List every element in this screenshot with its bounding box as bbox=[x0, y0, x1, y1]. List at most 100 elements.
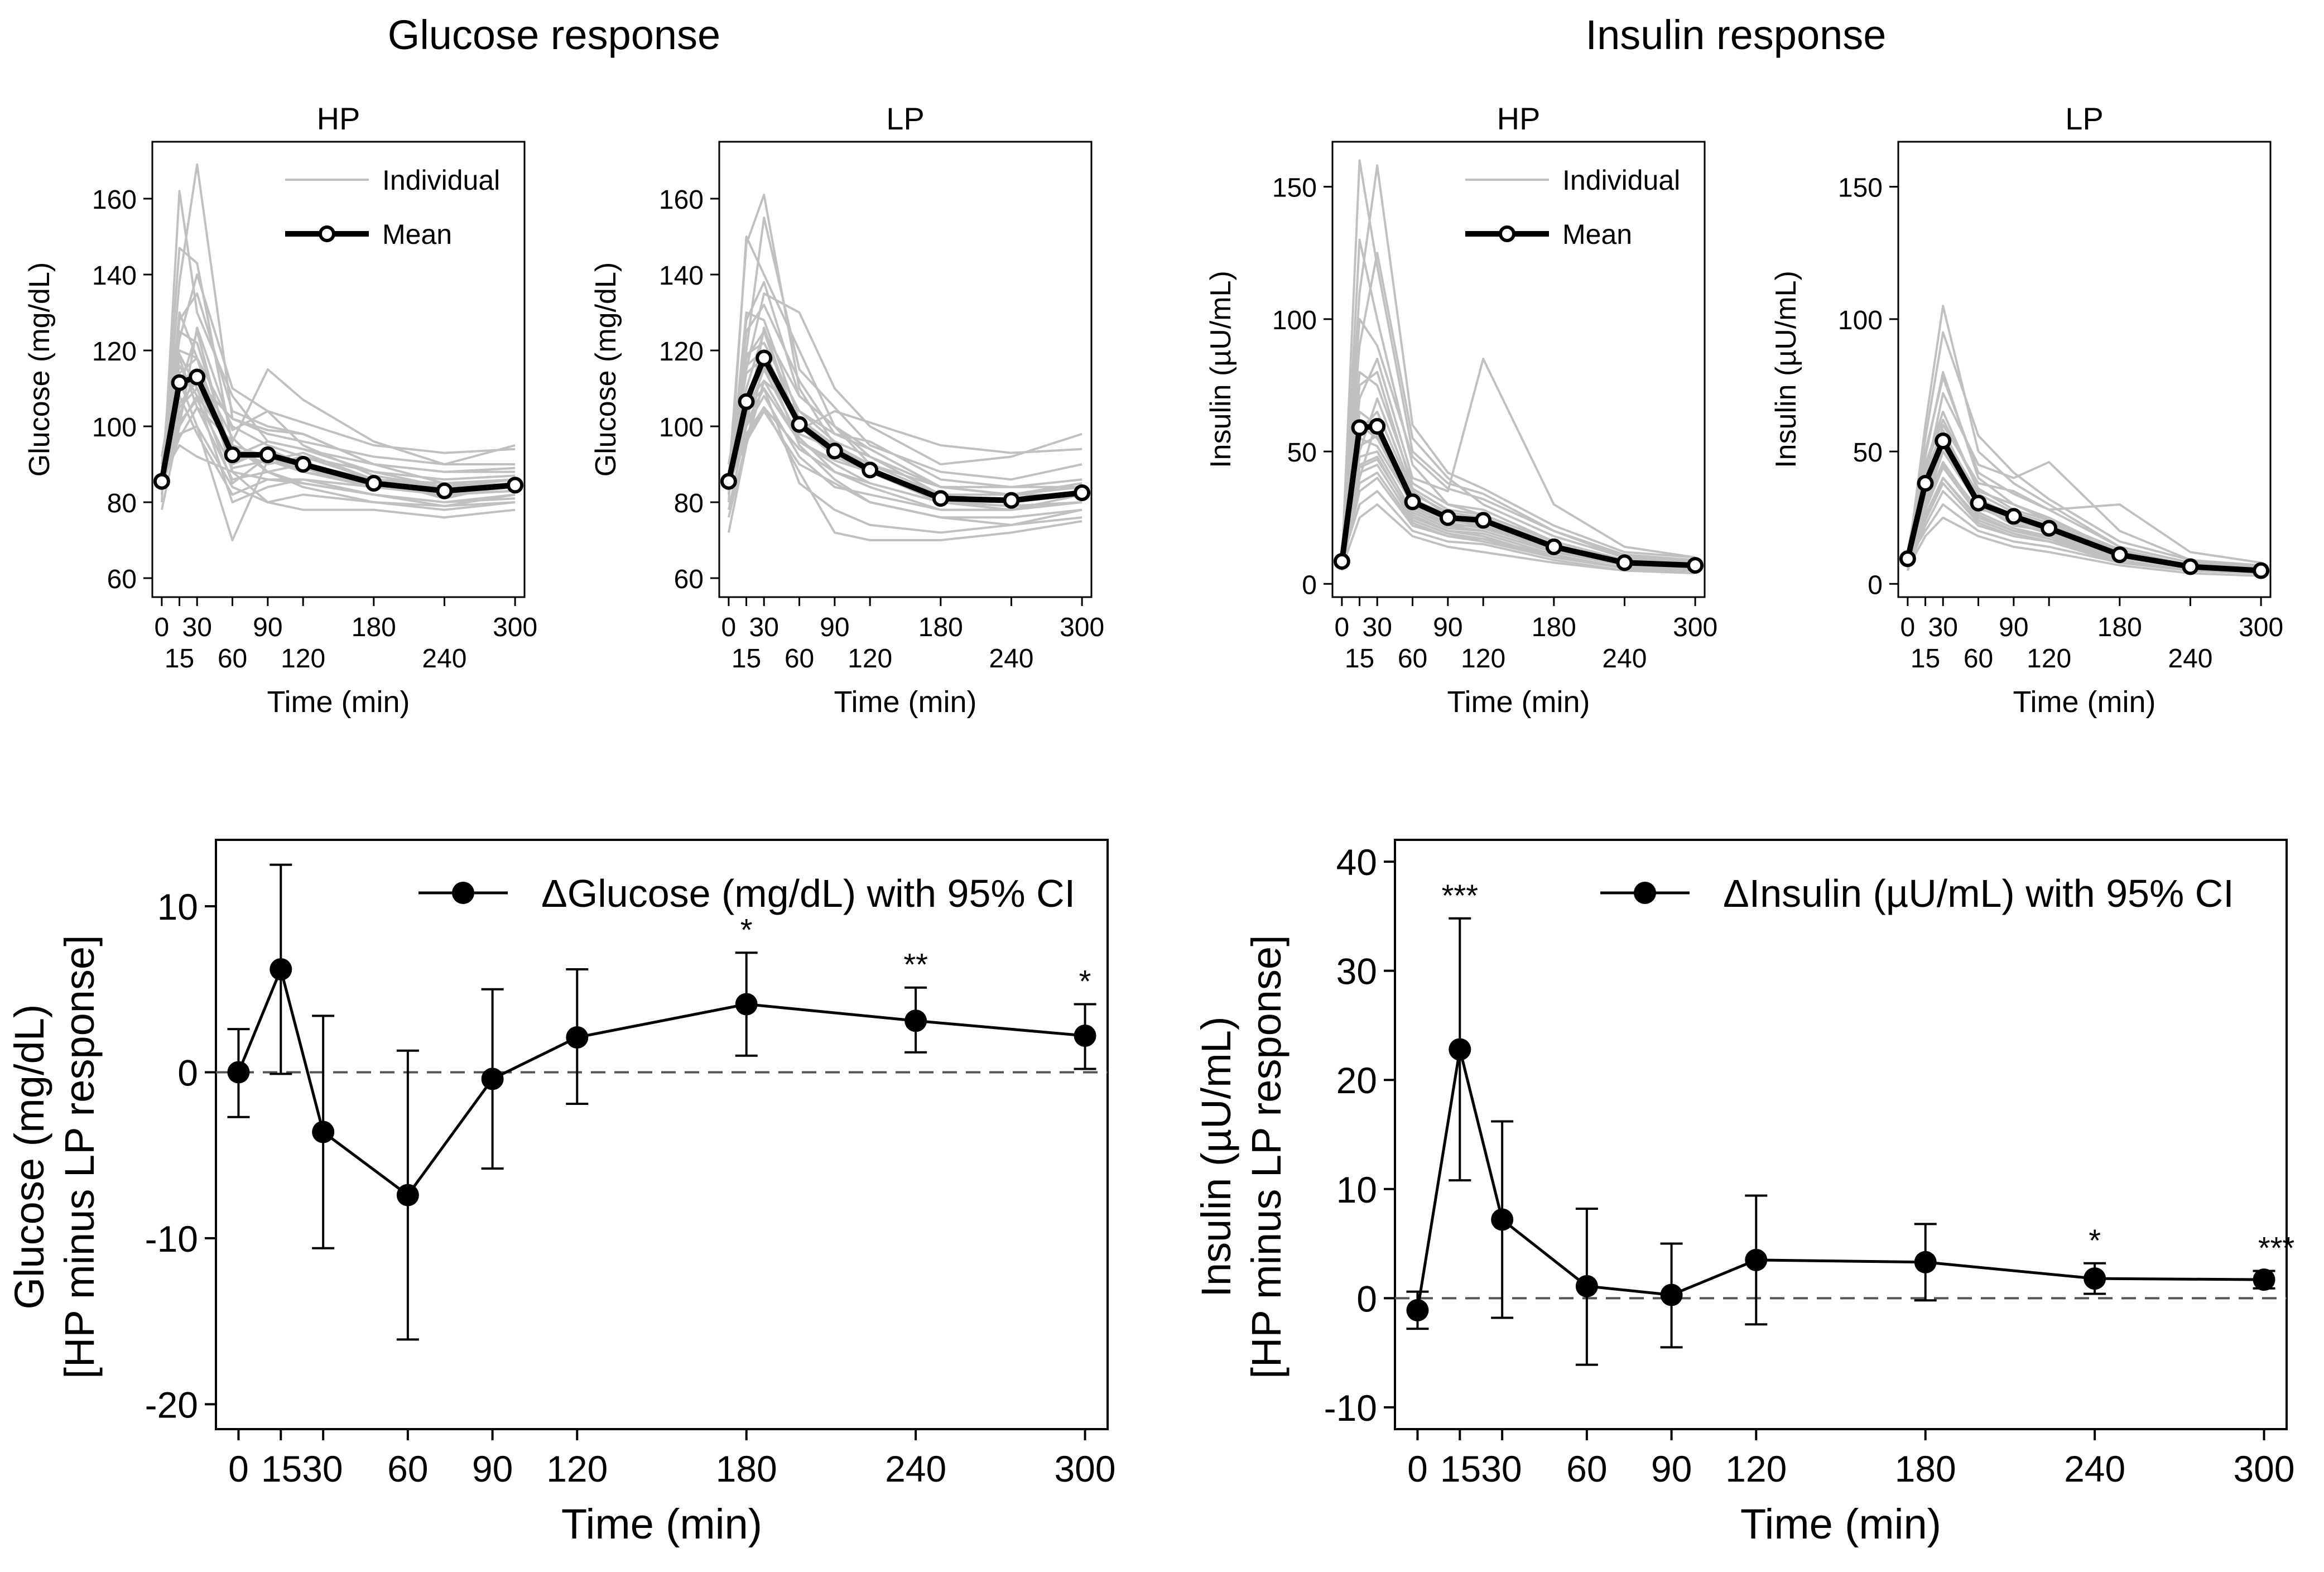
difference-point bbox=[2253, 1268, 2275, 1291]
individual-line bbox=[1340, 318, 1696, 561]
individual-line bbox=[1340, 252, 1696, 561]
mean-point bbox=[1899, 550, 1916, 568]
x-tick-label: 240 bbox=[1602, 644, 1647, 674]
y-axis-label: Insulin (µU/mL) bbox=[1205, 271, 1237, 468]
individual-line bbox=[1906, 376, 2262, 569]
x-tick-label: 15 bbox=[1345, 644, 1374, 674]
y-tick-label: 0 bbox=[1302, 570, 1317, 600]
y-axis-label-sub: [HP minus LP response] bbox=[1243, 935, 1289, 1378]
legend-label: ΔGlucose (mg/dL) with 95% CI bbox=[541, 872, 1075, 915]
y-tick-label: 30 bbox=[1336, 951, 1377, 992]
difference-point bbox=[227, 1061, 250, 1084]
x-tick-label: 90 bbox=[253, 613, 282, 642]
legend-mean-marker bbox=[1499, 225, 1515, 242]
individual-line bbox=[727, 217, 1082, 488]
y-axis-label: Glucose (mg/dL) bbox=[590, 262, 622, 477]
x-tick-label: 240 bbox=[885, 1448, 946, 1489]
x-tick-label: 60 bbox=[1398, 644, 1427, 674]
x-tick-label: 300 bbox=[493, 613, 537, 642]
difference-point bbox=[735, 993, 758, 1016]
x-tick-label: 0 bbox=[155, 613, 170, 642]
individual-line bbox=[1907, 516, 2262, 578]
panel-title: HP bbox=[1497, 101, 1541, 136]
x-tick-label: 90 bbox=[472, 1448, 513, 1489]
individual-line bbox=[160, 379, 516, 488]
y-tick-label: 0 bbox=[1868, 570, 1883, 600]
difference-point bbox=[1745, 1248, 1768, 1271]
legend-mean-label: Mean bbox=[382, 219, 452, 250]
x-tick-label: 60 bbox=[1964, 644, 1993, 674]
x-tick-label: 180 bbox=[1895, 1448, 1956, 1489]
individual-line bbox=[1906, 466, 2262, 575]
difference-point bbox=[566, 1026, 589, 1049]
difference-point bbox=[312, 1121, 335, 1143]
plot-frame bbox=[151, 141, 526, 598]
x-tick-label: 300 bbox=[1673, 613, 1717, 642]
glucose-section-title: Glucose response bbox=[388, 12, 720, 58]
y-tick-label: 140 bbox=[92, 261, 137, 291]
x-tick-label: 180 bbox=[716, 1448, 777, 1489]
mean-point bbox=[720, 473, 737, 490]
y-tick-label: 140 bbox=[659, 261, 704, 291]
difference-point bbox=[1914, 1251, 1937, 1273]
y-axis-label: Glucose (mg/dL) bbox=[6, 1004, 52, 1310]
y-tick-label: -20 bbox=[145, 1384, 198, 1425]
mean-point bbox=[738, 393, 755, 410]
y-tick-label: 60 bbox=[674, 565, 704, 594]
significance-marker: ** bbox=[903, 947, 928, 982]
x-tick-label: 120 bbox=[848, 644, 892, 674]
x-axis-label: Time (min) bbox=[834, 685, 977, 719]
difference-point bbox=[1449, 1038, 1471, 1061]
mean-point bbox=[2005, 508, 2022, 525]
y-tick-label: 0 bbox=[1356, 1278, 1377, 1319]
y-tick-label: 40 bbox=[1336, 842, 1377, 883]
mean-point bbox=[1616, 554, 1633, 571]
mean-point bbox=[791, 416, 808, 433]
mean-point bbox=[2111, 546, 2128, 564]
mean-point bbox=[365, 475, 382, 492]
individual-line bbox=[727, 194, 1082, 511]
difference-point bbox=[481, 1068, 504, 1090]
individual-line bbox=[160, 311, 516, 495]
individual-line bbox=[160, 292, 516, 491]
significance-marker: *** bbox=[1442, 878, 1478, 913]
x-tick-label: 90 bbox=[1651, 1448, 1692, 1489]
significance-marker: * bbox=[1079, 963, 1091, 998]
mean-point bbox=[1074, 484, 1091, 501]
legend-individual-label: Individual bbox=[382, 165, 500, 196]
y-tick-label: 150 bbox=[1272, 174, 1317, 203]
difference-point bbox=[904, 1009, 927, 1032]
y-tick-label: 50 bbox=[1287, 438, 1317, 468]
x-tick-label: 60 bbox=[1566, 1448, 1607, 1489]
individual-line bbox=[727, 410, 1082, 519]
mean-point bbox=[756, 349, 773, 367]
difference-point bbox=[2084, 1267, 2106, 1290]
insulin-lp-panel: LP 0 50 100 150 0 30 90 180 300 15 60 120 240 Time (mi… bbox=[1770, 101, 2283, 719]
x-tick-label: 240 bbox=[2168, 644, 2212, 674]
legend-marker bbox=[1634, 882, 1656, 904]
x-tick-label: 30 bbox=[1363, 613, 1392, 642]
x-tick-label: 300 bbox=[1060, 613, 1104, 642]
x-axis-label: Time (min) bbox=[561, 1501, 762, 1548]
mean-point bbox=[259, 446, 276, 463]
x-tick-label: 30 bbox=[749, 613, 779, 642]
x-tick-label: 0 bbox=[1335, 613, 1350, 642]
insulin-section-title: Insulin response bbox=[1586, 12, 1887, 58]
mean-point bbox=[224, 446, 241, 463]
x-tick-label: 15 bbox=[165, 644, 194, 674]
x-tick-label: 1530 bbox=[1440, 1448, 1522, 1489]
x-tick-label: 180 bbox=[352, 613, 396, 642]
mean-point bbox=[436, 482, 453, 499]
mean-point bbox=[1935, 432, 1952, 450]
legend-marker bbox=[452, 882, 474, 904]
y-tick-label: 10 bbox=[157, 886, 198, 927]
x-tick-label: 60 bbox=[218, 644, 247, 674]
difference-point bbox=[1491, 1208, 1514, 1231]
individual-line bbox=[160, 395, 516, 496]
x-tick-label: 0 bbox=[1900, 613, 1916, 642]
plot-frame bbox=[1331, 141, 1706, 598]
glucose-difference-panel: -20 -10 0 10 0 1530 60 90 120 180 240 300 Time (min)… bbox=[6, 839, 1116, 1548]
glucose-hp-panel: HP 60 80 100 120 140 160 0 30 90 180 300 15 60 120 240 T… bbox=[23, 101, 537, 719]
mean-point bbox=[1404, 493, 1421, 511]
